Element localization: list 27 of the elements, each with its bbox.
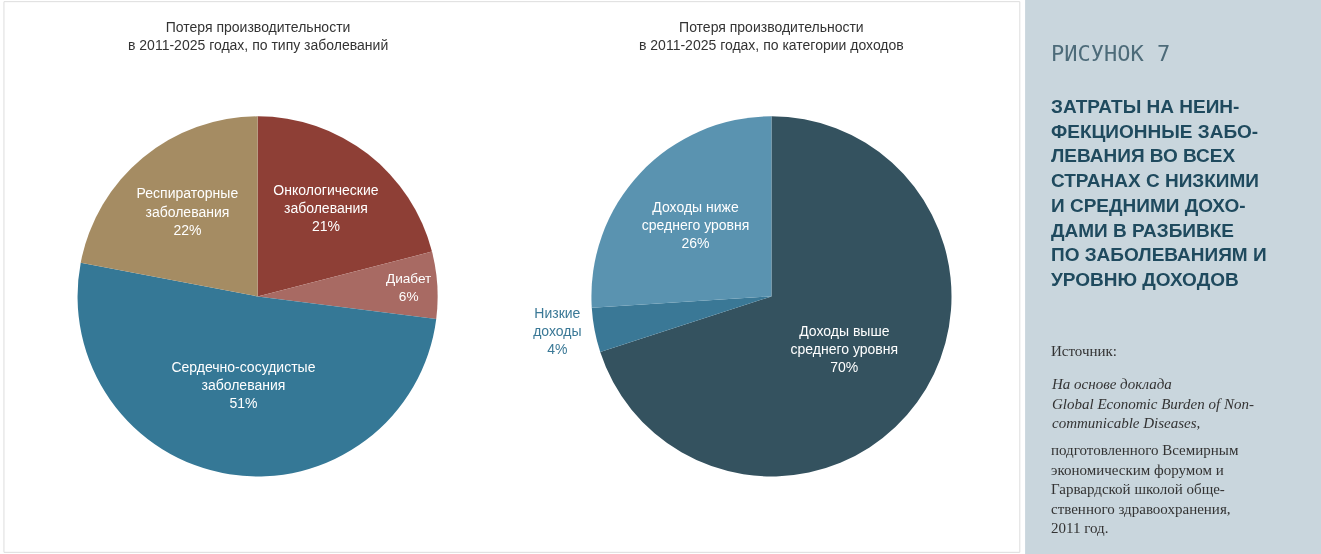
text: Источник: [1051, 343, 1118, 359]
slice-label: Низкие доходы [533, 304, 582, 340]
slice-label: Онкологические заболевания [273, 181, 379, 217]
slice-label: Диабет [385, 270, 432, 286]
data-label: 51% [229, 395, 258, 412]
slice-label: Респираторные заболевания [136, 185, 239, 220]
text: подготовленного Всемирным экономическим форумом и Гарвардской школой обще- ственного здравоохранения, 2011 год. [1051, 442, 1239, 536]
pie-slice [591, 296, 772, 353]
text: На основе доклада Global Economic Burden of Non- communicable Diseases, [1051, 376, 1254, 431]
pie-slice [77, 262, 437, 477]
data-label: 70% [830, 359, 859, 376]
data-label: 21% [311, 218, 340, 235]
text: РИСУНОК 7 [1051, 41, 1171, 66]
data-label: 22% [173, 221, 202, 238]
slice-label: Доходы выше среднего уровня [790, 323, 899, 358]
slice-label: Доходы ниже среднего уровня [641, 198, 750, 234]
data-label: 26% [681, 235, 710, 252]
pie-slice [257, 251, 438, 319]
text: ЗАТРАТЫ НА НЕИН- ФЕКЦИОННЫЕ ЗАБО- ЛЕВАНИЯ ВО ВСЕХ СТРАНАХ С НИЗКИМИ И СРЕДНИМИ ДОХО- ДАМИ В РАЗБИВКЕ ПО ЗАБОЛЕВАНИЯМ И УРОВНЮ ДОХОДОВ [1051, 96, 1267, 290]
data-label: 4% [547, 341, 568, 358]
chart-title: Потеря производительности в 2011-2025 годах, по типу заболеваний [128, 19, 389, 54]
pie-slice [600, 116, 952, 477]
pie-slice [591, 116, 772, 308]
pie-slice [80, 116, 258, 297]
data-label: 6% [398, 288, 419, 304]
slice-label: Сердечно-сосудистые заболевания [171, 359, 316, 394]
chart-title: Потеря производительности в 2011-2025 годах, по категории доходов [639, 19, 904, 54]
